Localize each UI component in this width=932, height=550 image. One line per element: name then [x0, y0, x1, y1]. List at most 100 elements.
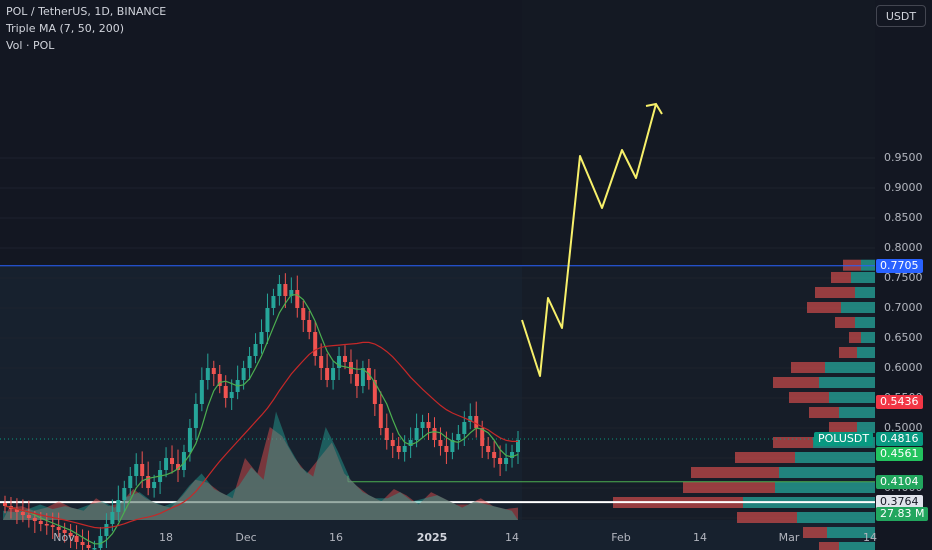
candle-body: [247, 356, 252, 368]
candle-body: [104, 524, 109, 536]
candle-body: [259, 332, 264, 344]
candle-body: [199, 380, 204, 404]
candle-body: [3, 503, 7, 506]
volume-profile-bar-up: [775, 482, 875, 493]
projection-arrowhead: [645, 102, 663, 115]
volume-profile-bar-down: [835, 317, 855, 328]
price-tag-ma-red[interactable]: 0.5436: [876, 394, 923, 409]
candle-body: [44, 524, 49, 526]
volume-profile-bar-down: [773, 437, 813, 448]
symbol-title[interactable]: POL / TetherUS, 1D, BINANCE: [6, 5, 167, 18]
candle-body: [480, 428, 485, 446]
volume-profile-bar-up: [829, 392, 875, 403]
candle-body: [289, 290, 294, 296]
price-tick-label: 0.8500: [884, 211, 923, 224]
candle-body: [390, 440, 395, 446]
candle-body: [20, 512, 25, 515]
price-tag-last-price[interactable]: 0.4816: [876, 432, 923, 447]
time-tick-label: Dec: [235, 531, 257, 544]
candle-body: [86, 545, 91, 548]
volume-profile-bar-down: [815, 287, 855, 298]
candle-body: [175, 464, 180, 470]
volume-profile-bar-down: [737, 512, 797, 523]
time-tick-label: 16: [329, 531, 343, 544]
price-tag-white-line[interactable]: 0.3764: [876, 495, 923, 510]
volume-profile-bar-down: [789, 392, 829, 403]
time-tick-label: 14: [863, 531, 877, 544]
candle-body: [444, 446, 449, 452]
volume-profile-bar-down: [683, 482, 775, 493]
candle-body: [313, 332, 318, 356]
candle-body: [14, 509, 19, 512]
candle-body: [56, 527, 61, 530]
volume-profile-bar-up: [861, 332, 875, 343]
candle-body: [492, 452, 497, 458]
price-tick-label: 0.5000: [884, 421, 923, 434]
candle-body: [396, 446, 401, 452]
candle-body: [164, 458, 169, 470]
volume-profile-bar-up: [841, 302, 875, 313]
candle-body: [26, 515, 31, 518]
volume-profile-bar-up: [855, 317, 875, 328]
candle-body: [140, 464, 145, 476]
price-tick-label: 0.6000: [884, 361, 923, 374]
symbol-price-label: POLUSDT: [814, 432, 874, 447]
candle-body: [516, 440, 520, 452]
volume-profile-bar-down: [849, 332, 861, 343]
volume-profile-bar-down: [831, 272, 851, 283]
volume-profile-bar-down: [809, 407, 839, 418]
volume-profile-bar-up: [839, 542, 875, 550]
candle-body: [134, 464, 139, 476]
price-tick-label: 0.9500: [884, 151, 923, 164]
candle-body: [211, 368, 216, 374]
volume-profile-bar-down: [791, 362, 825, 373]
candle-body: [426, 422, 431, 428]
ma-fast-line: [4, 294, 519, 545]
volume-profile-bar-up: [795, 452, 875, 463]
time-tick-label: Mar: [778, 531, 800, 544]
candle-body: [110, 512, 115, 524]
candle-body: [152, 482, 157, 488]
volume-legend[interactable]: Vol · POL: [6, 39, 55, 52]
price-tag-ma-green[interactable]: 0.4561: [876, 447, 923, 462]
candle-body: [307, 320, 312, 332]
price-tag-support-green[interactable]: 0.4104: [876, 474, 923, 489]
candle-body: [462, 422, 467, 434]
candle-body: [32, 518, 37, 521]
time-tick-label: 14: [505, 531, 519, 544]
candle-body: [301, 308, 306, 320]
price-tick-label: 0.7000: [884, 301, 923, 314]
triple-ma-legend[interactable]: Triple MA (7, 50, 200): [6, 22, 125, 35]
candle-body: [146, 476, 151, 488]
candle-body: [468, 416, 473, 422]
currency-unit-button[interactable]: USDT: [876, 5, 926, 27]
candle-body: [74, 536, 79, 542]
candle-body: [474, 416, 479, 428]
volume-profile-bar-down: [803, 527, 827, 538]
candle-body: [68, 533, 73, 536]
candle-body: [414, 428, 419, 440]
time-tick-label: Feb: [611, 531, 631, 544]
volume-value-tag: 27.83 M: [876, 507, 929, 521]
volume-profile-bar-up: [827, 527, 875, 538]
candle-body: [402, 446, 407, 452]
candle-body: [38, 521, 43, 524]
candle-body: [187, 428, 192, 452]
volume-profile-bar-down: [691, 467, 779, 478]
candle-body: [193, 404, 198, 428]
ma-slow-line: [4, 341, 518, 529]
candle-body: [450, 440, 455, 452]
candle-body: [229, 392, 234, 398]
volume-profile-bar-down: [735, 452, 795, 463]
time-tick-label: 2025: [416, 531, 448, 544]
price-tick-label: 0.8000: [884, 241, 923, 254]
price-tick-label: 0.6500: [884, 331, 923, 344]
price-tag-top-line[interactable]: 0.7705: [876, 258, 923, 273]
candle-body: [98, 536, 103, 548]
price-tick-label: 0.7500: [884, 271, 923, 284]
candle-body: [420, 422, 425, 428]
volume-profile-bar-up: [839, 407, 875, 418]
candle-body: [128, 476, 133, 488]
